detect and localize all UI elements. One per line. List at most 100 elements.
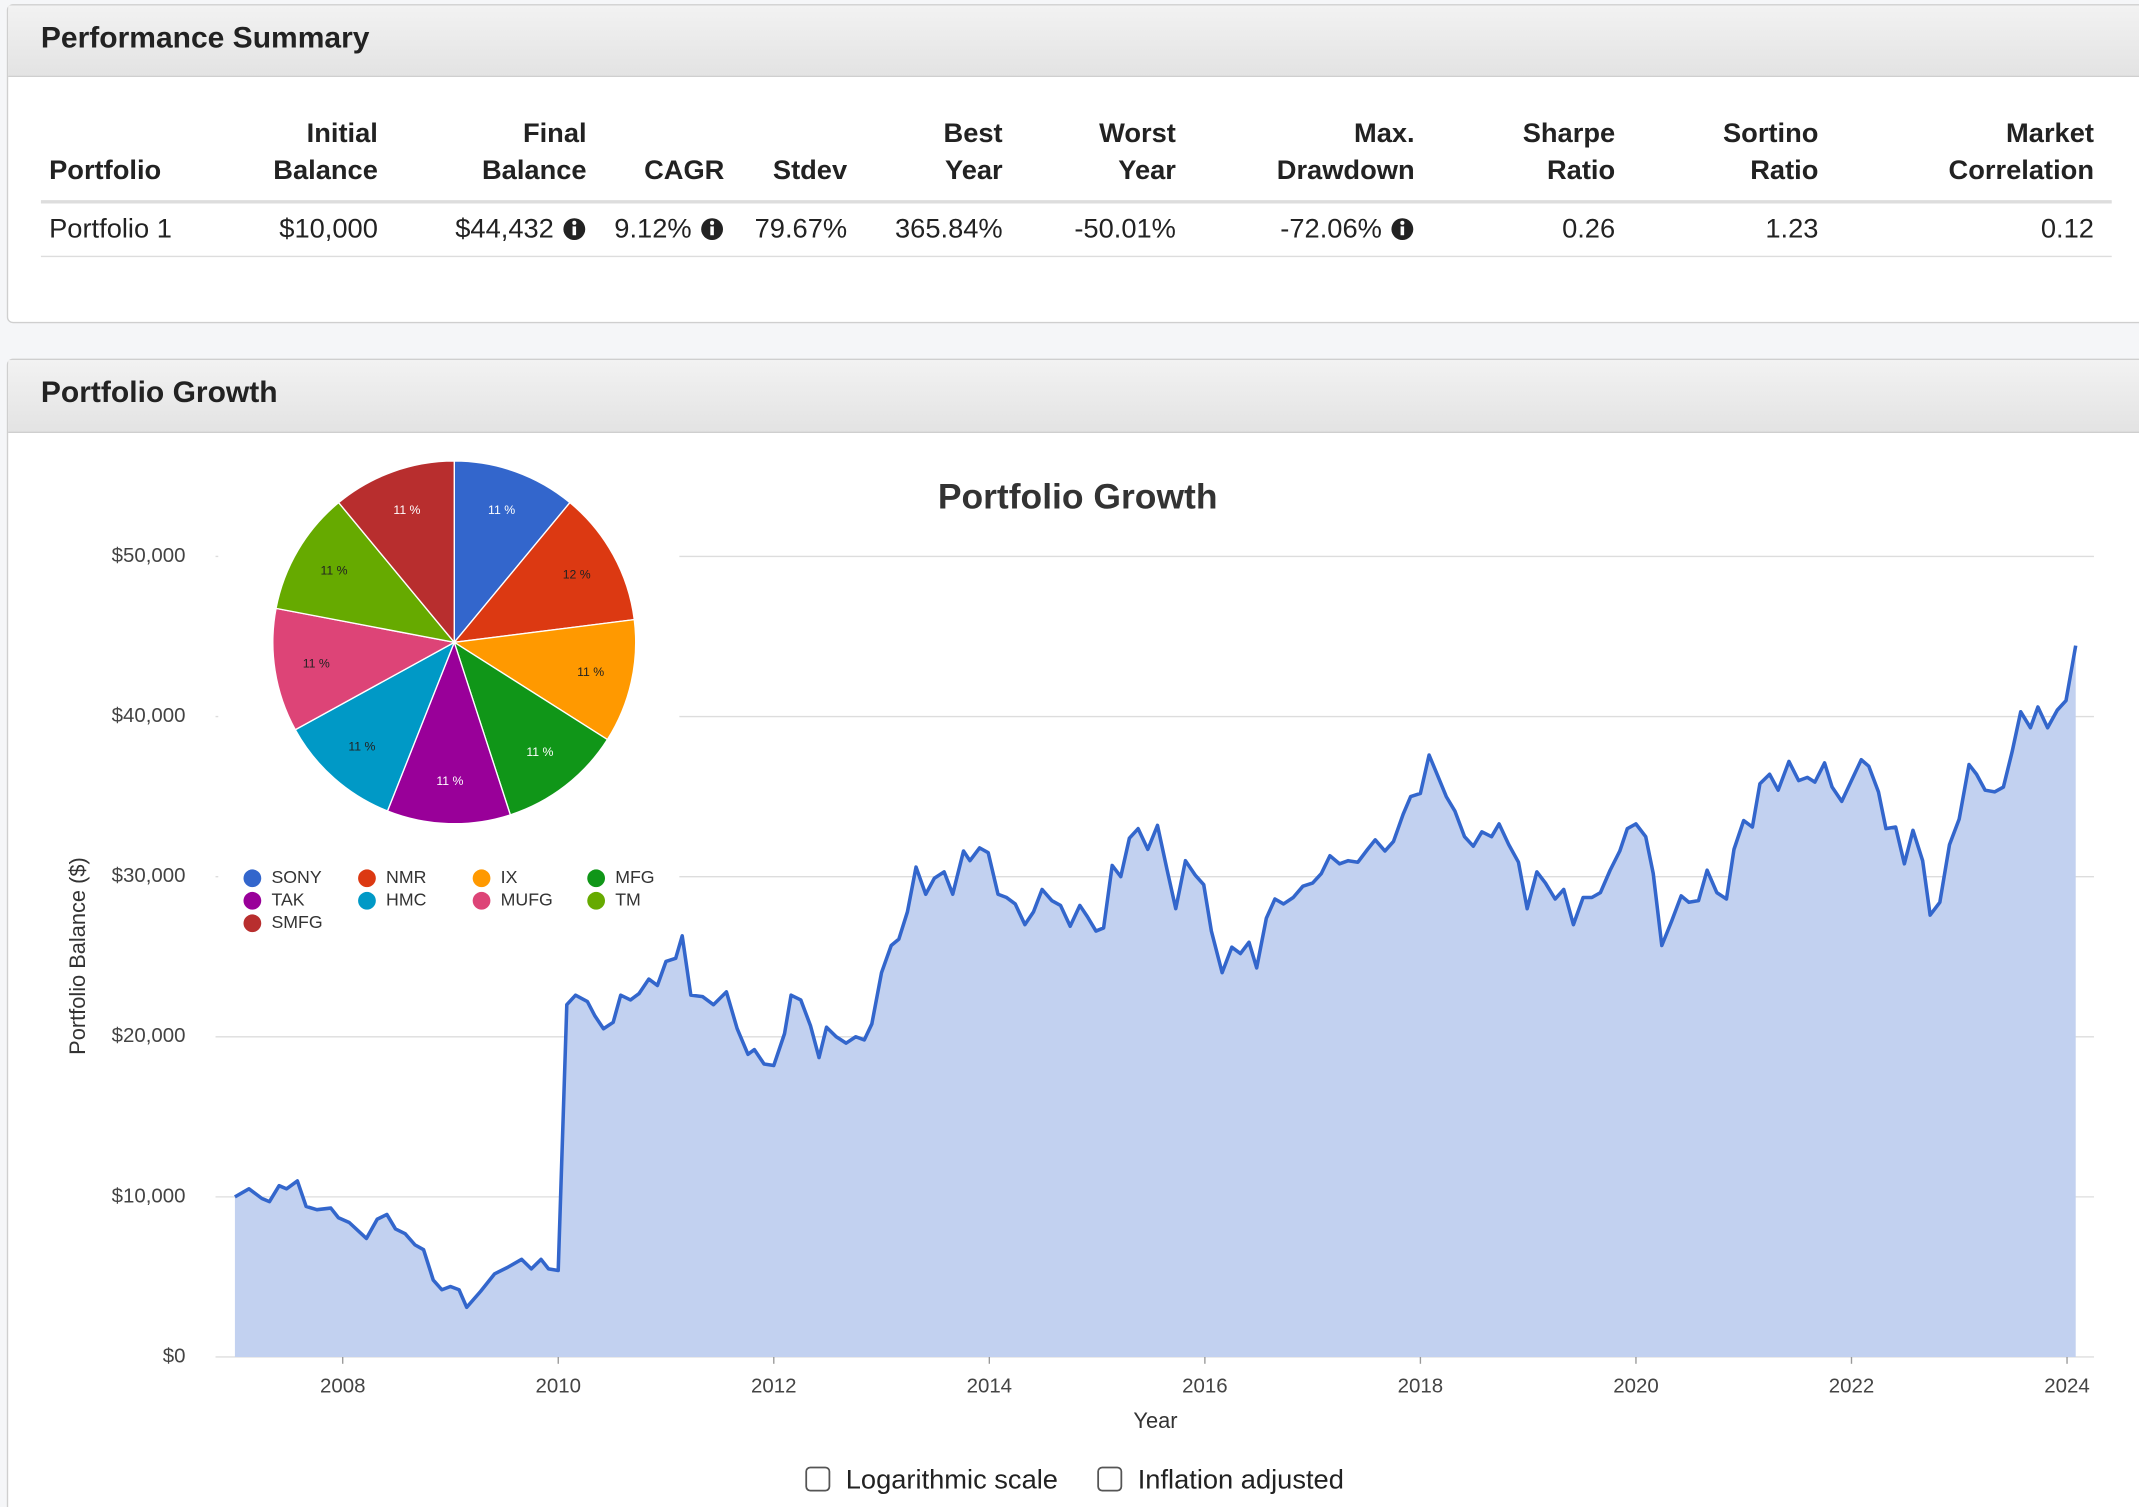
x-tick-label: 2014 xyxy=(967,1374,1012,1397)
y-tick-label: $10,000 xyxy=(112,1184,186,1207)
column-header: CAGR xyxy=(644,154,725,185)
pie-slice xyxy=(452,501,636,644)
table-cell: 9.12% xyxy=(614,213,691,244)
info-icon-stem xyxy=(710,226,714,236)
info-icon-dot xyxy=(572,220,577,225)
x-tick-label: 2020 xyxy=(1613,1374,1658,1397)
column-header: Max. xyxy=(1354,117,1415,148)
legend-label: MFG xyxy=(615,867,654,887)
slice-label: 12 % xyxy=(563,567,591,581)
checkbox-label[interactable]: Inflation adjusted xyxy=(1138,1463,1344,1494)
legend-label: MUFG xyxy=(501,889,553,909)
column-header: Balance xyxy=(482,154,587,185)
column-header: Ratio xyxy=(1547,154,1615,185)
y-tick-label: $40,000 xyxy=(112,704,186,727)
panel-title: Performance Summary xyxy=(41,21,370,54)
pie-slice xyxy=(272,607,457,731)
slice-label: 11 % xyxy=(320,563,347,577)
column-header: Drawdown xyxy=(1277,154,1415,185)
checkbox[interactable] xyxy=(1097,1466,1123,1492)
legend-swatch xyxy=(358,869,376,888)
x-axis-label: Year xyxy=(1133,1408,1177,1433)
y-tick-label: $50,000 xyxy=(112,544,186,567)
chart-title: Portfolio Growth xyxy=(938,477,1218,517)
table-cell: 1.23 xyxy=(1765,213,1818,244)
legend-label: SONY xyxy=(271,867,321,887)
growth-chart: Portfolio Growth $0 $10,000 $20,000 $30,000 $… xyxy=(65,450,2094,1433)
x-tick-label: 2012 xyxy=(751,1374,796,1397)
column-header: Best xyxy=(944,117,1003,148)
legend-swatch xyxy=(587,869,606,888)
column-header: Year xyxy=(1118,154,1176,185)
summary-table: Portfolio Initial Balance Final Balance CAGR S… xyxy=(40,117,2112,258)
column-header: Stdev xyxy=(773,154,848,185)
growth-header xyxy=(8,360,2139,433)
summary-panel xyxy=(6,4,2139,324)
column-header: Final xyxy=(523,117,587,148)
y-tick-label: $20,000 xyxy=(112,1024,186,1047)
pie-slice xyxy=(386,640,512,825)
x-tick-label: 2010 xyxy=(536,1374,581,1397)
panel-title: Portfolio Growth xyxy=(41,376,278,409)
column-header: Initial xyxy=(307,117,378,148)
checkbox-label[interactable]: Logarithmic scale xyxy=(846,1463,1058,1494)
legend-swatch xyxy=(587,891,606,910)
table-cell: -72.06% xyxy=(1280,213,1382,244)
legend-swatch xyxy=(472,869,491,888)
checkbox[interactable] xyxy=(805,1466,831,1492)
column-header: Ratio xyxy=(1750,154,1818,185)
x-tick-label: 2008 xyxy=(320,1374,365,1397)
y-axis-label: Portfolio Balance ($) xyxy=(65,857,90,1055)
summary-header xyxy=(8,5,2139,77)
table-cell: 0.12 xyxy=(2041,213,2094,244)
table-cell: -50.01% xyxy=(1074,213,1176,244)
log-checkbox[interactable]: Logarithmic scale xyxy=(805,1463,1058,1494)
column-header: Balance xyxy=(273,154,378,185)
slice-label: 11 % xyxy=(526,745,553,759)
legend-swatch xyxy=(243,914,262,933)
pie-slice xyxy=(453,460,571,645)
pie-slice xyxy=(337,460,455,645)
info-icon-dot xyxy=(1400,220,1405,225)
slice-label: 11 % xyxy=(577,665,604,679)
line xyxy=(234,645,2078,1310)
legend-label: NMR xyxy=(386,867,426,887)
slice-label: 11 % xyxy=(393,503,420,517)
legend-swatch xyxy=(358,891,376,910)
column-header: Sharpe xyxy=(1523,117,1615,148)
info-icon-stem xyxy=(1400,226,1405,236)
legend-label: SMFG xyxy=(271,912,322,932)
area xyxy=(234,645,2076,1357)
column-header: Portfolio xyxy=(49,154,161,185)
column-header: Worst xyxy=(1099,117,1176,148)
legend-label: TAK xyxy=(271,889,304,909)
table-cell: 79.67% xyxy=(755,213,847,244)
legend-label: IX xyxy=(501,867,518,887)
legend-label: HMC xyxy=(386,889,427,909)
x-tick-label: 2024 xyxy=(2044,1374,2089,1397)
slice-label: 11 % xyxy=(348,739,375,753)
table-cell: 365.84% xyxy=(895,213,1003,244)
x-tick-label: 2018 xyxy=(1398,1374,1443,1397)
table-cell: $10,000 xyxy=(279,213,378,244)
x-tick-label: 2022 xyxy=(1829,1374,1874,1397)
pie-slice xyxy=(294,640,456,812)
table-cell: $44,432 xyxy=(455,213,554,244)
legend-swatch xyxy=(243,891,262,910)
slice-label: 11 % xyxy=(436,774,463,788)
column-header: Correlation xyxy=(1949,154,2094,185)
legend-label: TM xyxy=(615,889,641,909)
pie-slice xyxy=(452,618,637,741)
column-header: Market xyxy=(2006,117,2094,148)
slice-label: 11 % xyxy=(488,503,515,517)
legend-swatch xyxy=(243,869,262,888)
pie-slice xyxy=(275,501,456,644)
y-tick-label: $30,000 xyxy=(112,864,186,887)
slice-label: 11 % xyxy=(303,656,330,670)
y-tick-label: $0 xyxy=(163,1344,186,1367)
inflation-checkbox[interactable]: Inflation adjusted xyxy=(1097,1463,1344,1494)
pie-slice xyxy=(453,640,609,816)
table-cell: Portfolio 1 xyxy=(49,213,172,244)
